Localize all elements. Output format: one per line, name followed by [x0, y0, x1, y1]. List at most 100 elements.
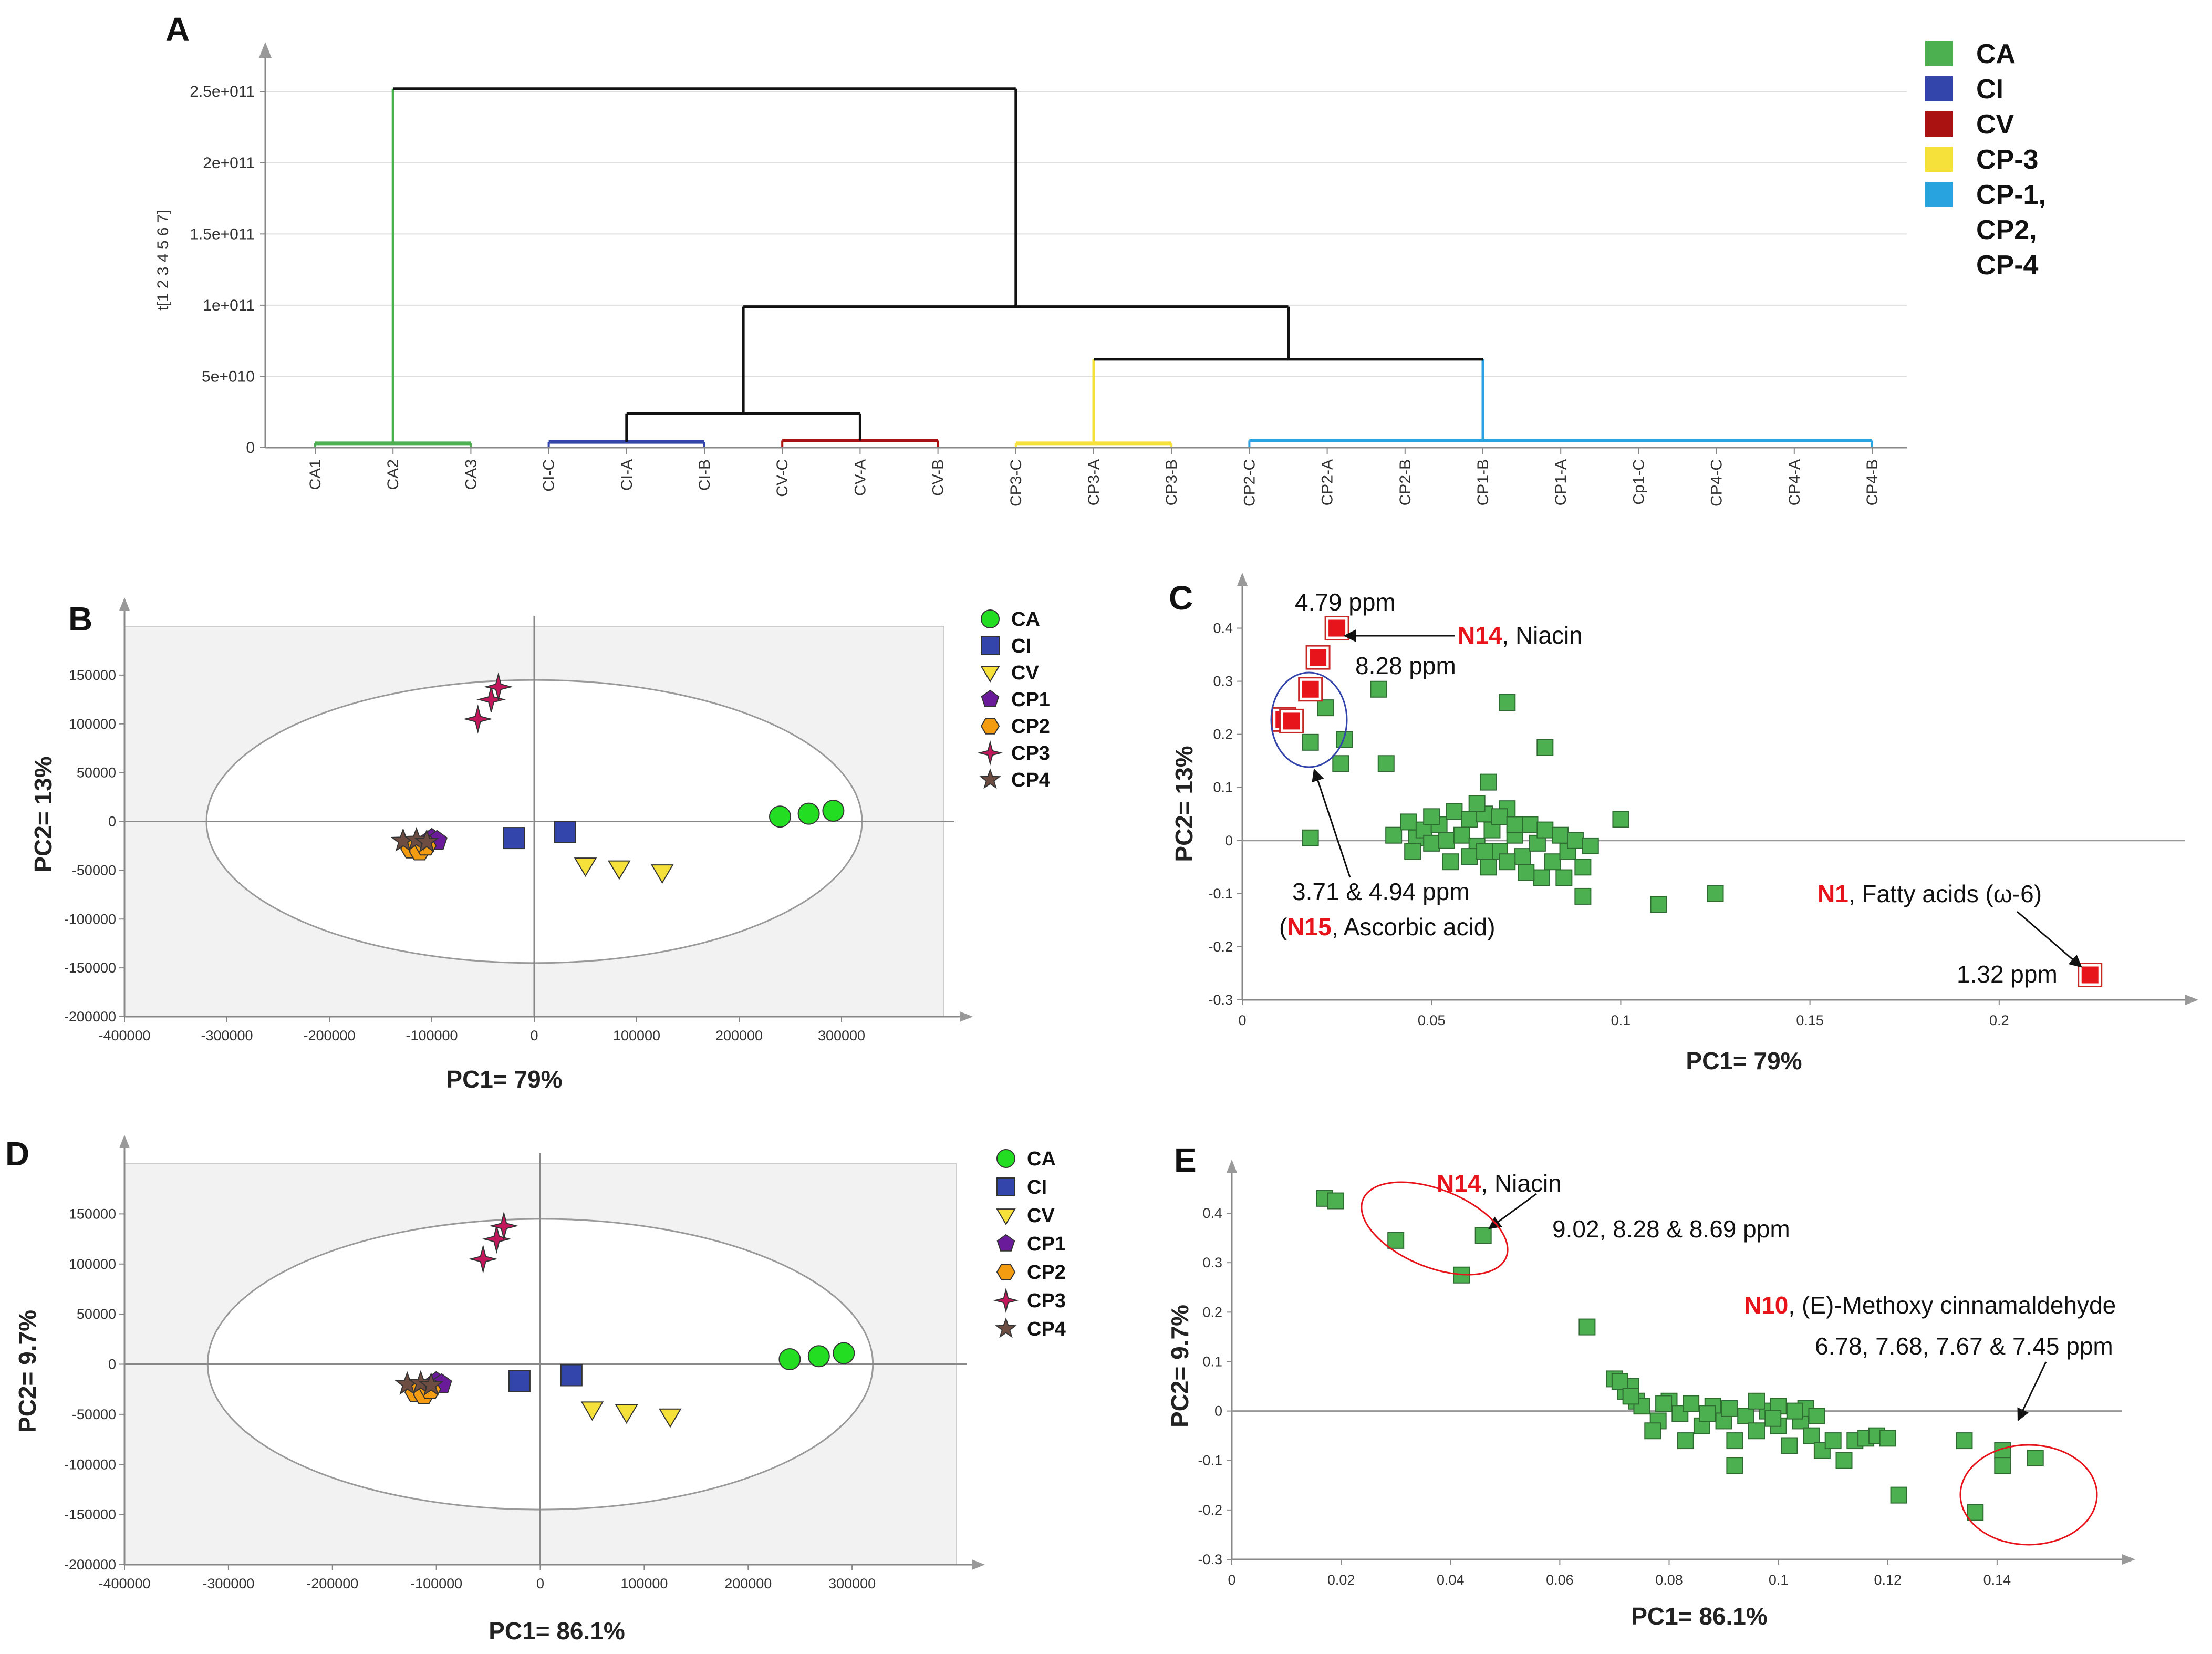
loading-point	[1480, 773, 1497, 791]
loading-point	[1879, 1430, 1896, 1447]
dendrogram-leaf-label: CI-C	[541, 459, 558, 492]
annotation-c-n15: (N15, Ascorbic acid)	[1279, 913, 1496, 940]
loading-point	[1967, 1504, 1984, 1521]
pca-d-x-label: PC1= 86.1%	[489, 1617, 625, 1645]
legend-swatch	[1925, 41, 1953, 66]
highlighted-loading-point	[1283, 712, 1300, 730]
pca-d-y-label: PC2= 9.7%	[14, 1310, 41, 1433]
panel-d-pca-scores: D -400000 -300000 -200000 -100000 0 100000 200…	[5, 1135, 1066, 1645]
loading-point	[1423, 808, 1440, 825]
y-tick-label: 50000	[77, 1306, 116, 1322]
annotation-c-479: 4.79 ppm	[1295, 588, 1396, 616]
y-tick-label: -0.3	[1198, 1552, 1222, 1567]
loading-point	[1327, 1192, 1344, 1210]
pca-b-y-label: PC2= 13%	[29, 756, 57, 872]
score-point-cp3	[476, 687, 506, 712]
score-point-ci	[508, 1370, 531, 1392]
dendrogram-leaf-labels: CA1 CA2 CA3 CI-C CI-A CI-B CV-C CV-A CV-B CP3-C CP…	[307, 448, 1881, 506]
loading-point	[1644, 1422, 1661, 1440]
score-point-ca	[822, 800, 845, 822]
loading-point	[1474, 1227, 1492, 1244]
legend-label: CA	[1976, 39, 2016, 69]
loading-point	[1544, 853, 1561, 871]
x-tick-label: -100000	[410, 1576, 462, 1591]
loading-point	[1737, 1408, 1754, 1425]
x-tick-label: -400000	[98, 1576, 150, 1591]
dendrogram-links	[314, 87, 1873, 448]
y-tick-label: 0	[1225, 833, 1233, 849]
panel-a-dendrogram: A 0 5e+010 1e+011 1.5e+011 2e+011 2.5e+011 CA…	[154, 11, 2046, 506]
loading-point	[1518, 864, 1535, 881]
y-tick-label: -150000	[64, 1507, 116, 1523]
highlighted-loading-point	[2081, 966, 2099, 984]
legend-label: CP4	[1027, 1318, 1066, 1340]
panel-label-a: A	[165, 11, 190, 48]
loading-point	[1611, 1373, 1628, 1390]
legend-label: CP1	[1027, 1233, 1066, 1255]
legend-marker	[981, 636, 1000, 655]
loading-point	[1377, 755, 1395, 772]
loading-point	[1514, 848, 1531, 865]
score-point-cp3	[482, 1224, 512, 1254]
legend-marker	[996, 1208, 1016, 1225]
dendrogram-axes	[259, 42, 1907, 449]
loading-point	[1726, 1432, 1743, 1450]
panel-label-d: D	[5, 1135, 29, 1173]
loading-point	[1438, 832, 1456, 849]
dendrogram-leaf-label: CP4-C	[1708, 459, 1726, 506]
panel-c-loadings: C 0 0.05 0.1 0.15 0.2-0.3-0.2-0.100.10.20.30…	[1169, 573, 2198, 1074]
loading-point	[1453, 826, 1470, 844]
dendrogram-leaf-label: Cp1-C	[1630, 459, 1647, 505]
loading-point	[1956, 1432, 1973, 1450]
loading-point	[1655, 1395, 1673, 1412]
dendrogram-y-tick-label: 1.5e+011	[190, 225, 255, 243]
loading-point	[1707, 885, 1724, 902]
y-tick-label: -200000	[64, 1557, 116, 1573]
loadings-c-x-label: PC1= 79%	[1686, 1047, 1802, 1074]
legend-marker	[980, 666, 1000, 683]
loading-point	[1683, 1395, 1700, 1412]
y-tick-label: 50000	[77, 765, 116, 781]
dendrogram-leaf-label: CP2-C	[1241, 459, 1258, 506]
highlighted-loading-point	[1310, 649, 1327, 666]
loading-point	[2027, 1450, 2044, 1467]
y-tick-label: -200000	[64, 1009, 116, 1025]
dendrogram-leaf-label: CA1	[307, 459, 324, 490]
y-axis-arrow	[119, 1135, 130, 1148]
score-point-ca	[797, 802, 820, 825]
x-tick-label: -300000	[202, 1576, 254, 1591]
legend-marker	[996, 1264, 1016, 1280]
dendrogram-y-ticks: 0 5e+010 1e+011 1.5e+011 2e+011 2.5e+011	[190, 83, 265, 457]
legend-label: CP3	[1011, 742, 1050, 764]
loadings-c-annotations: 4.79 ppm N14, Niacin 8.28 ppm 3.71 & 4.9…	[1270, 588, 2082, 988]
x-tick-label: -300000	[201, 1028, 253, 1043]
legend-label: CP-3	[1976, 144, 2038, 175]
loading-point	[1726, 1457, 1743, 1474]
x-axis-arrow	[2185, 995, 2198, 1005]
legend-swatch	[1925, 182, 1953, 207]
legend-label: CP-1,	[1976, 180, 2046, 210]
legend-label: CA	[1027, 1148, 1056, 1170]
x-tick-label: 0.15	[1796, 1012, 1824, 1028]
legend-label: CI	[1011, 635, 1031, 657]
loading-point	[1536, 821, 1554, 839]
loading-point	[1491, 808, 1508, 825]
legend-marker	[977, 740, 1003, 766]
score-point-cp3	[468, 1244, 498, 1274]
score-point-ci	[560, 1364, 583, 1387]
legend-label: CI	[1027, 1176, 1047, 1198]
legend-marker	[996, 1149, 1015, 1168]
legend-label: CV	[1011, 662, 1039, 684]
score-point-ca	[769, 805, 791, 828]
x-tick-label: 0	[536, 1576, 544, 1591]
loading-point	[1461, 811, 1478, 828]
x-tick-label: 0	[1228, 1572, 1235, 1588]
y-tick-label: 0.2	[1202, 1304, 1222, 1320]
y-tick-label: -50000	[72, 862, 116, 878]
x-axis-arrow	[2122, 1554, 2135, 1565]
dendrogram-leaf-label: CP1-A	[1552, 459, 1570, 505]
highlighted-loading-point	[1328, 619, 1346, 637]
legend-label: CP2	[1027, 1262, 1066, 1284]
dendrogram-leaf-label: CA3	[462, 459, 480, 490]
loadings-e-annotations: N14, Niacin 9.02, 8.28 & 8.69 ppm N10, (…	[1361, 1170, 2116, 1546]
